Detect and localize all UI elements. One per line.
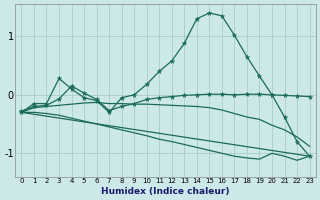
X-axis label: Humidex (Indice chaleur): Humidex (Indice chaleur): [101, 187, 230, 196]
